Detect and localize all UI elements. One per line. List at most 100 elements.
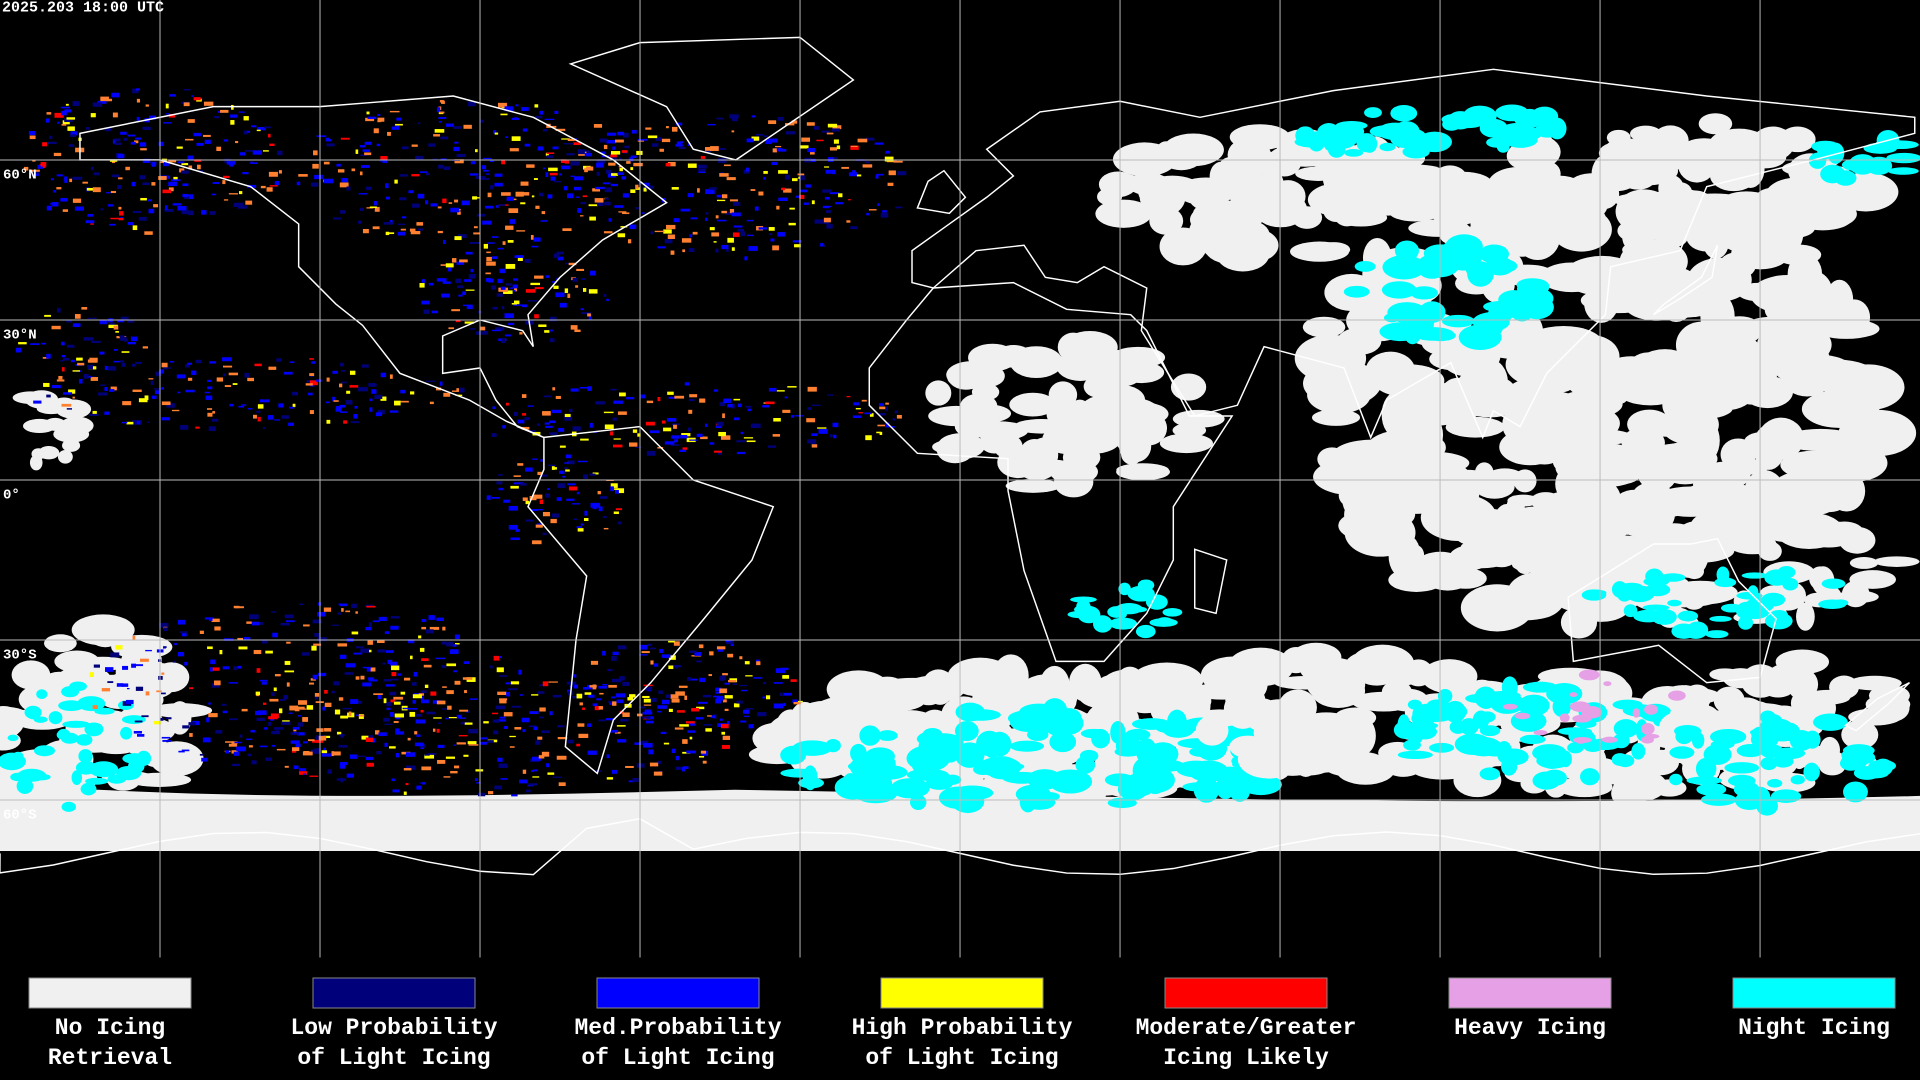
icing-speck (396, 117, 402, 121)
icing-speck (777, 232, 785, 237)
icing-speck (236, 746, 246, 752)
icing-speck (552, 281, 557, 283)
icing-speck (202, 737, 211, 743)
cloud-patch (1623, 604, 1638, 618)
icing-speck (184, 661, 188, 666)
icing-speck (309, 775, 319, 777)
icing-speck (215, 730, 223, 734)
cloud-patch (1713, 209, 1767, 226)
cloud-patch (1793, 702, 1817, 736)
icing-speck (377, 409, 385, 415)
icing-speck (387, 131, 391, 136)
icing-speck (238, 111, 245, 113)
icing-speck (572, 277, 578, 282)
icing-speck (405, 783, 409, 786)
icing-speck (188, 210, 194, 216)
icing-speck (596, 162, 604, 168)
icing-speck (453, 744, 457, 746)
icing-speck (74, 314, 81, 319)
icing-speck (599, 496, 608, 499)
icing-speck (617, 172, 624, 176)
icing-speck (525, 519, 534, 522)
icing-speck (768, 227, 775, 231)
icing-speck (153, 388, 163, 390)
cloud-patch (1569, 692, 1578, 698)
icing-speck (441, 708, 449, 710)
icing-speck (676, 710, 685, 713)
icing-speck (528, 783, 538, 786)
icing-speck (627, 697, 634, 701)
icing-speck (392, 789, 400, 793)
icing-speck (682, 249, 686, 253)
icing-speck (401, 146, 409, 150)
icing-speck (436, 700, 446, 705)
icing-speck (588, 694, 595, 698)
cloud-patch (1603, 681, 1612, 687)
icing-speck (46, 205, 52, 211)
icing-speck (385, 650, 394, 653)
icing-speck (224, 385, 232, 388)
icing-speck (614, 731, 621, 734)
icing-speck (338, 745, 348, 748)
icing-speck (515, 191, 524, 197)
icing-speck (850, 145, 859, 150)
icing-speck (896, 414, 902, 419)
icing-speck (538, 192, 544, 197)
icing-speck (733, 225, 743, 228)
icing-speck (312, 739, 318, 743)
icing-speck (391, 672, 397, 677)
icing-speck (498, 474, 503, 476)
cloud-patch (1373, 364, 1445, 398)
icing-speck (784, 396, 788, 399)
icing-speck (226, 161, 236, 165)
icing-speck (508, 688, 518, 691)
icing-speck (253, 414, 257, 419)
icing-speck (131, 181, 136, 187)
icing-speck (339, 182, 349, 188)
icing-speck (399, 174, 408, 177)
icing-speck (700, 155, 706, 159)
icing-speck (451, 309, 460, 312)
cloud-patch (914, 684, 943, 706)
icing-speck (177, 619, 186, 625)
icing-speck (602, 515, 607, 519)
icing-speck (719, 688, 727, 694)
cloud-patch (1510, 710, 1547, 732)
icing-speck (391, 126, 400, 130)
icing-speck (852, 415, 862, 419)
cloud-patch (1721, 524, 1755, 539)
icing-speck (731, 116, 738, 122)
icing-speck (659, 648, 664, 653)
cloud-patch (77, 696, 106, 712)
icing-speck (156, 690, 162, 693)
icing-speck (470, 268, 474, 273)
cloud-patch (1556, 776, 1613, 798)
icing-speck (582, 686, 588, 690)
icing-speck (793, 701, 801, 705)
cloud-patch (1046, 398, 1075, 429)
icing-speck (61, 110, 67, 116)
cloud-patch (1266, 758, 1314, 774)
cloud-patch (1334, 208, 1388, 227)
icing-speck (301, 652, 310, 656)
icing-speck (532, 776, 540, 778)
cloud-patch (1114, 421, 1148, 454)
icing-speck (462, 304, 469, 307)
icing-speck (66, 408, 73, 410)
icing-speck (722, 735, 731, 740)
icing-speck (703, 724, 713, 726)
icing-speck (509, 148, 519, 152)
icing-speck (214, 626, 221, 631)
icing-speck (772, 148, 778, 153)
icing-speck (66, 319, 72, 323)
cloud-patch (0, 710, 14, 731)
icing-speck (299, 771, 308, 775)
icing-speck (649, 697, 657, 702)
cloud-patch (1873, 556, 1920, 567)
icing-speck (420, 696, 424, 700)
icing-speck (579, 702, 583, 706)
icing-speck (547, 194, 553, 199)
icing-speck (548, 167, 558, 172)
icing-speck (504, 313, 514, 319)
map (0, 0, 1920, 958)
